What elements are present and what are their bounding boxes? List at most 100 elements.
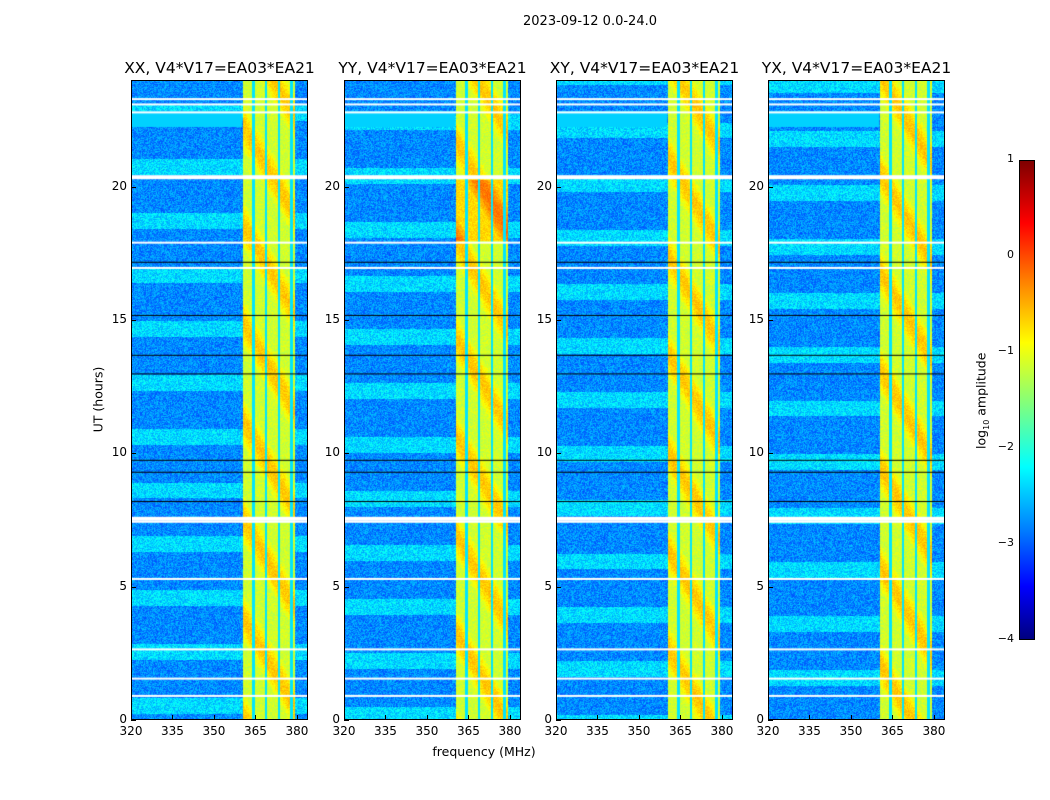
x-tick-mark (172, 715, 174, 720)
y-tick-label: 15 (748, 312, 764, 326)
y-tick-label: 15 (111, 312, 127, 326)
x-tick-mark (933, 715, 935, 720)
y-tick-mark (768, 320, 773, 321)
heatmap-panel-0 (131, 80, 308, 720)
y-tick-mark (556, 186, 561, 188)
colorbar-label: log10 amplitude (973, 341, 991, 461)
y-tick-label: 10 (748, 445, 764, 460)
x-tick-mark (892, 715, 894, 720)
y-tick-label: 20 (748, 178, 764, 193)
y-tick-mark (556, 586, 561, 588)
y-tick-label: 20 (324, 178, 340, 193)
heatmap-panel-2 (556, 80, 733, 720)
x-tick-label: 350 (839, 724, 863, 738)
y-tick-label: 10 (111, 445, 127, 460)
y-tick-mark (344, 720, 349, 721)
y-tick-mark (344, 586, 349, 588)
x-tick-mark (468, 715, 470, 720)
x-tick-mark (809, 715, 811, 720)
y-tick-label: 20 (111, 178, 127, 193)
x-tick-mark (556, 715, 557, 720)
x-tick-mark (426, 715, 428, 720)
x-tick-label: 350 (202, 724, 226, 738)
x-tick-mark (385, 715, 387, 720)
y-tick-mark (556, 453, 561, 455)
panel-title: XX, V4*V17=EA03*EA21 (124, 59, 315, 77)
x-axis-label: frequency (MHz) (432, 744, 536, 759)
x-tick-mark (131, 715, 132, 720)
x-tick-label: 365 (244, 724, 267, 738)
colorbar-label-main: log (973, 429, 989, 449)
x-tick-label: 320 (119, 724, 143, 738)
x-tick-mark (721, 715, 723, 720)
y-tick-label: 15 (324, 312, 340, 326)
y-tick-label: 0 (119, 712, 127, 726)
x-tick-label: 335 (586, 724, 609, 738)
colorbar-tick-label: 1 (1007, 152, 1014, 165)
x-tick-label: 335 (161, 724, 184, 738)
y-tick-label: 15 (536, 312, 552, 326)
y-tick-label: 5 (756, 578, 764, 593)
panel-title: YY, V4*V17=EA03*EA21 (338, 59, 527, 77)
panel-title: YX, V4*V17=EA03*EA21 (761, 59, 952, 77)
y-tick-label: 0 (544, 712, 552, 726)
x-tick-label: 380 (498, 724, 522, 738)
y-tick-mark (344, 453, 349, 455)
heatmap-panel-1 (344, 80, 521, 720)
x-tick-label: 320 (544, 724, 568, 738)
y-tick-mark (768, 453, 773, 455)
x-tick-label: 380 (285, 724, 309, 738)
y-tick-label: 20 (536, 178, 552, 193)
y-tick-label: 0 (756, 712, 764, 726)
colorbar-tick-label: 0 (1007, 248, 1014, 261)
x-tick-mark (509, 715, 511, 720)
y-tick-mark (131, 320, 136, 321)
y-tick-label: 5 (119, 578, 127, 593)
x-tick-label: 380 (922, 724, 946, 738)
x-tick-mark (680, 715, 682, 720)
y-tick-mark (131, 453, 136, 455)
y-tick-label: 5 (332, 578, 340, 593)
y-tick-mark (131, 186, 136, 188)
colorbar-tick-label: −1 (997, 344, 1014, 357)
y-tick-mark (768, 186, 773, 188)
panel-title: XY, V4*V17=EA03*EA21 (549, 59, 740, 77)
x-tick-mark (213, 715, 215, 720)
colorbar-tick-label: −3 (997, 536, 1014, 549)
x-tick-mark (296, 715, 298, 720)
y-axis-label: UT (hours) (90, 366, 106, 433)
x-tick-mark (768, 715, 769, 720)
y-tick-label: 10 (536, 445, 552, 460)
colorbar-tick-label: −4 (997, 632, 1014, 645)
x-tick-mark (344, 715, 345, 720)
colorbar (1019, 160, 1035, 640)
x-tick-label: 320 (332, 724, 356, 738)
x-tick-mark (850, 715, 852, 720)
heatmap-image (769, 81, 944, 719)
colorbar-label-sub: 10 (981, 419, 991, 430)
figure-title: 2023-09-12 0.0-24.0 (523, 14, 657, 29)
heatmap-image (557, 81, 732, 719)
heatmap-image (132, 81, 307, 719)
x-tick-mark (255, 715, 257, 720)
y-tick-mark (556, 320, 561, 321)
y-tick-mark (131, 586, 136, 588)
x-tick-label: 320 (756, 724, 780, 738)
x-tick-label: 350 (415, 724, 439, 738)
x-tick-label: 350 (627, 724, 651, 738)
heatmap-panel-3 (768, 80, 945, 720)
y-tick-mark (131, 720, 136, 721)
y-tick-mark (344, 320, 349, 321)
y-tick-mark (768, 586, 773, 588)
x-tick-label: 380 (710, 724, 734, 738)
y-tick-label: 0 (332, 712, 340, 726)
y-tick-mark (768, 720, 773, 721)
colorbar-label-rest: amplitude (973, 352, 989, 420)
x-tick-label: 365 (669, 724, 692, 738)
heatmap-image (345, 81, 520, 719)
x-tick-label: 365 (881, 724, 904, 738)
y-tick-mark (344, 186, 349, 188)
x-tick-label: 335 (374, 724, 397, 738)
x-tick-label: 335 (798, 724, 821, 738)
y-tick-label: 10 (324, 445, 340, 460)
